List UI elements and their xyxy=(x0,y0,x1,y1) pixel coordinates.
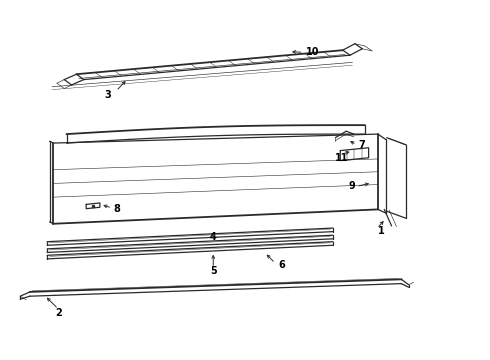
Text: 4: 4 xyxy=(210,232,217,242)
Text: 9: 9 xyxy=(348,181,355,192)
Text: 1: 1 xyxy=(377,226,384,236)
Text: 7: 7 xyxy=(358,140,365,150)
Text: 2: 2 xyxy=(55,308,62,318)
Text: 8: 8 xyxy=(114,204,121,214)
Text: 11: 11 xyxy=(335,153,348,163)
Text: 3: 3 xyxy=(105,90,112,100)
Text: 5: 5 xyxy=(210,266,217,276)
Text: 6: 6 xyxy=(278,260,285,270)
Text: 10: 10 xyxy=(306,47,319,57)
